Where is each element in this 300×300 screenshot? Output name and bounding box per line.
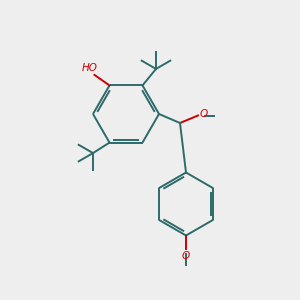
Text: O: O [199,109,208,119]
Text: HO: HO [82,63,98,73]
Text: O: O [182,250,190,261]
